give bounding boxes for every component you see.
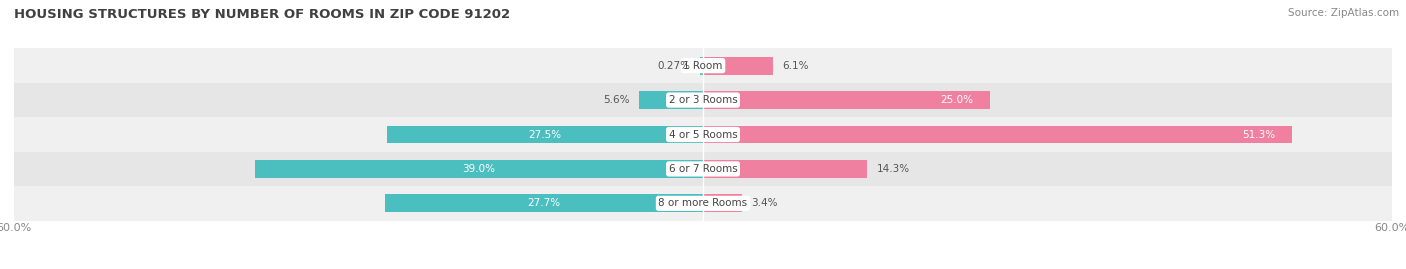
Text: 39.0%: 39.0%: [463, 164, 495, 174]
Text: 6.1%: 6.1%: [782, 61, 808, 71]
Bar: [14, 186, 1392, 221]
Bar: [256, 160, 703, 178]
Bar: [703, 91, 990, 109]
Text: 51.3%: 51.3%: [1241, 129, 1275, 140]
Text: 5.6%: 5.6%: [603, 95, 630, 105]
Bar: [14, 48, 1392, 83]
Bar: [703, 126, 1292, 143]
Text: 1 Room: 1 Room: [683, 61, 723, 71]
Bar: [387, 126, 703, 143]
Text: 4 or 5 Rooms: 4 or 5 Rooms: [669, 129, 737, 140]
Bar: [14, 117, 1392, 152]
Bar: [703, 57, 773, 75]
Bar: [700, 57, 703, 75]
Text: 27.5%: 27.5%: [529, 129, 561, 140]
Text: 27.7%: 27.7%: [527, 198, 561, 208]
Text: 2 or 3 Rooms: 2 or 3 Rooms: [669, 95, 737, 105]
Bar: [638, 91, 703, 109]
Text: Source: ZipAtlas.com: Source: ZipAtlas.com: [1288, 8, 1399, 18]
Bar: [14, 83, 1392, 117]
Bar: [385, 194, 703, 212]
Text: 25.0%: 25.0%: [939, 95, 973, 105]
Text: 14.3%: 14.3%: [876, 164, 910, 174]
Text: 6 or 7 Rooms: 6 or 7 Rooms: [669, 164, 737, 174]
Bar: [703, 194, 742, 212]
Text: 8 or more Rooms: 8 or more Rooms: [658, 198, 748, 208]
Text: HOUSING STRUCTURES BY NUMBER OF ROOMS IN ZIP CODE 91202: HOUSING STRUCTURES BY NUMBER OF ROOMS IN…: [14, 8, 510, 21]
Text: 3.4%: 3.4%: [751, 198, 778, 208]
Bar: [703, 160, 868, 178]
Text: 0.27%: 0.27%: [658, 61, 690, 71]
Bar: [14, 152, 1392, 186]
